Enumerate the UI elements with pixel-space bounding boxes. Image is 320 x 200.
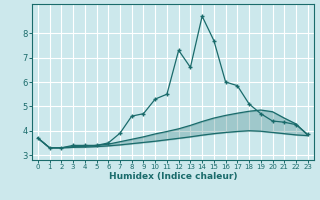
X-axis label: Humidex (Indice chaleur): Humidex (Indice chaleur) <box>108 172 237 181</box>
